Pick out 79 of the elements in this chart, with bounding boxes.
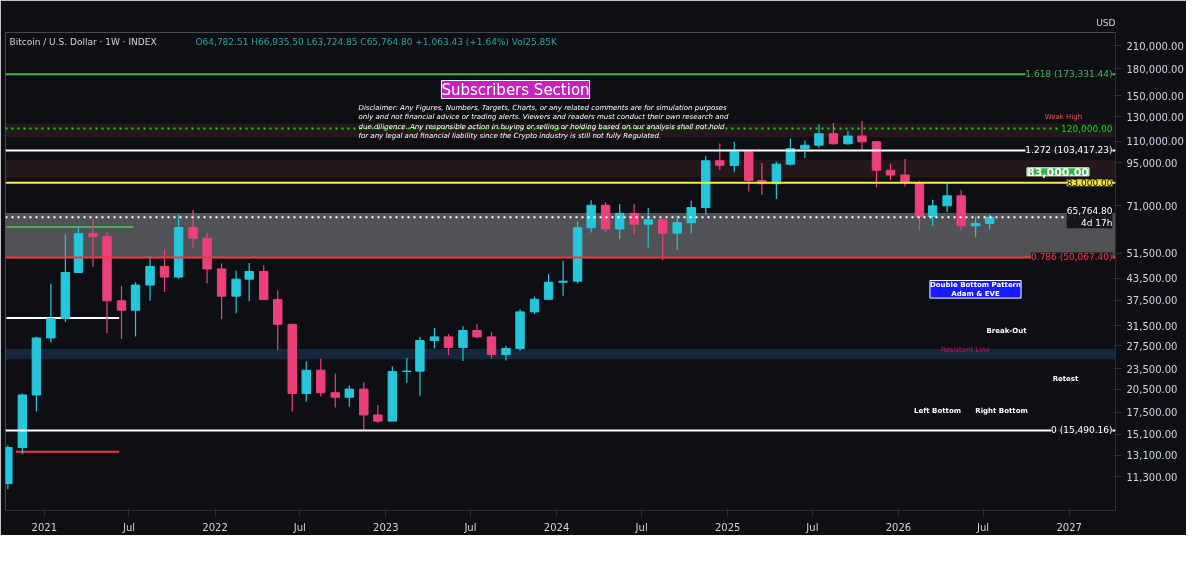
x-tick-label: 2025 bbox=[715, 521, 741, 533]
candlestick bbox=[402, 357, 412, 384]
y-tick-label: 210,000.00 bbox=[1126, 40, 1184, 52]
candlestick bbox=[558, 260, 568, 297]
y-tick-label: 23,500.00 bbox=[1126, 363, 1178, 375]
x-tick-label: Jul bbox=[634, 521, 648, 533]
candlestick bbox=[88, 218, 98, 268]
candlestick bbox=[970, 216, 981, 238]
ref-line-label: 0 (15,490.16) bbox=[1051, 425, 1113, 436]
x-tick-label: Jul bbox=[976, 521, 990, 533]
candlestick bbox=[330, 372, 340, 409]
candlestick bbox=[658, 218, 668, 261]
annotation: Subscribers Section bbox=[441, 80, 590, 99]
x-tick-label: Jul bbox=[463, 521, 477, 533]
candlestick bbox=[244, 262, 254, 302]
y-tick-label: 37,500.00 bbox=[1126, 295, 1178, 307]
ref-line-label: 83,000.00 bbox=[1066, 178, 1113, 189]
y-tick-label: 180,000.00 bbox=[1126, 63, 1184, 75]
y-tick-label: 110,000.00 bbox=[1126, 136, 1184, 148]
candlestick bbox=[942, 182, 952, 213]
y-tick-label: 43,500.00 bbox=[1126, 273, 1178, 285]
candlestick bbox=[458, 325, 468, 362]
candlestick bbox=[629, 203, 639, 236]
x-tick-label: 2026 bbox=[885, 521, 912, 533]
candlestick bbox=[614, 203, 625, 240]
y-tick-label: 71,000.00 bbox=[1126, 200, 1178, 212]
candlestick bbox=[643, 207, 653, 249]
ref-line-label: 1.272 (103,417.23) bbox=[1025, 145, 1113, 156]
x-tick-label: 2021 bbox=[31, 521, 58, 533]
candlestick bbox=[857, 120, 867, 151]
candlestick bbox=[316, 358, 326, 398]
ref-line-label: 120,000.00 bbox=[1060, 123, 1113, 134]
y-tick-label: 51,500.00 bbox=[1126, 248, 1178, 260]
x-tick-label: 2023 bbox=[373, 521, 399, 533]
x-tick-label: 2024 bbox=[543, 521, 570, 533]
candlestick bbox=[429, 327, 440, 350]
text: Bitcoin / U.S. Dollar · 1W · INDEX bbox=[9, 36, 157, 47]
candlestick bbox=[344, 384, 355, 408]
candlestick bbox=[543, 273, 554, 301]
x-tick-label: 2027 bbox=[1056, 521, 1082, 533]
candlestick bbox=[814, 123, 824, 149]
ref-line-label: 0.786 (50,067.40) bbox=[1031, 252, 1113, 263]
x-tick-label: Jul bbox=[121, 521, 136, 533]
y-tick-label: 17,500.00 bbox=[1126, 407, 1178, 419]
ref-line-label: 1.618 (173,331.44) bbox=[1025, 69, 1113, 80]
x-tick-label: Jul bbox=[805, 521, 819, 533]
candlestick bbox=[586, 199, 596, 234]
candlestick bbox=[443, 333, 454, 356]
candlestick bbox=[686, 199, 696, 235]
candlestick bbox=[145, 255, 155, 302]
candlestick bbox=[116, 285, 127, 340]
candlestick bbox=[231, 269, 241, 314]
text: O64,782.51 H66,935.50 L63,724.85 C65,764.80 +1,063.43 (+1.64%) Vol25.85K bbox=[195, 36, 559, 47]
candlestick bbox=[927, 199, 938, 227]
y-tick-label: 11,300.00 bbox=[1126, 471, 1178, 483]
x-tick-label: 2022 bbox=[202, 521, 228, 533]
candlestick bbox=[46, 283, 56, 344]
x-tick-label: Jul bbox=[292, 521, 306, 533]
candlestick bbox=[715, 142, 725, 171]
candlestick bbox=[159, 248, 170, 293]
candlestick bbox=[486, 331, 497, 360]
ref-line-label: 65,764.80 4d 17h bbox=[1066, 206, 1113, 229]
y-tick-label: 13,100.00 bbox=[1126, 450, 1178, 462]
candlestick bbox=[600, 201, 611, 233]
y-tick-label: 15,100.00 bbox=[1126, 429, 1178, 441]
y-tick-label: 95,000.00 bbox=[1126, 157, 1178, 169]
y-tick-label: 27,500.00 bbox=[1126, 340, 1178, 352]
candlestick bbox=[672, 214, 682, 251]
text: USD bbox=[1096, 17, 1116, 28]
candlestick bbox=[729, 141, 739, 173]
candlestick bbox=[188, 209, 198, 249]
candlestick bbox=[301, 361, 311, 403]
candlestick bbox=[800, 139, 810, 159]
y-tick-label: 150,000.00 bbox=[1126, 90, 1184, 102]
candlestick bbox=[900, 158, 910, 188]
candlestick bbox=[828, 122, 839, 146]
y-tick-label: 130,000.00 bbox=[1126, 111, 1184, 123]
y-tick-label: 20,500.00 bbox=[1126, 384, 1178, 396]
y-tick-label: 31,500.00 bbox=[1126, 320, 1178, 332]
